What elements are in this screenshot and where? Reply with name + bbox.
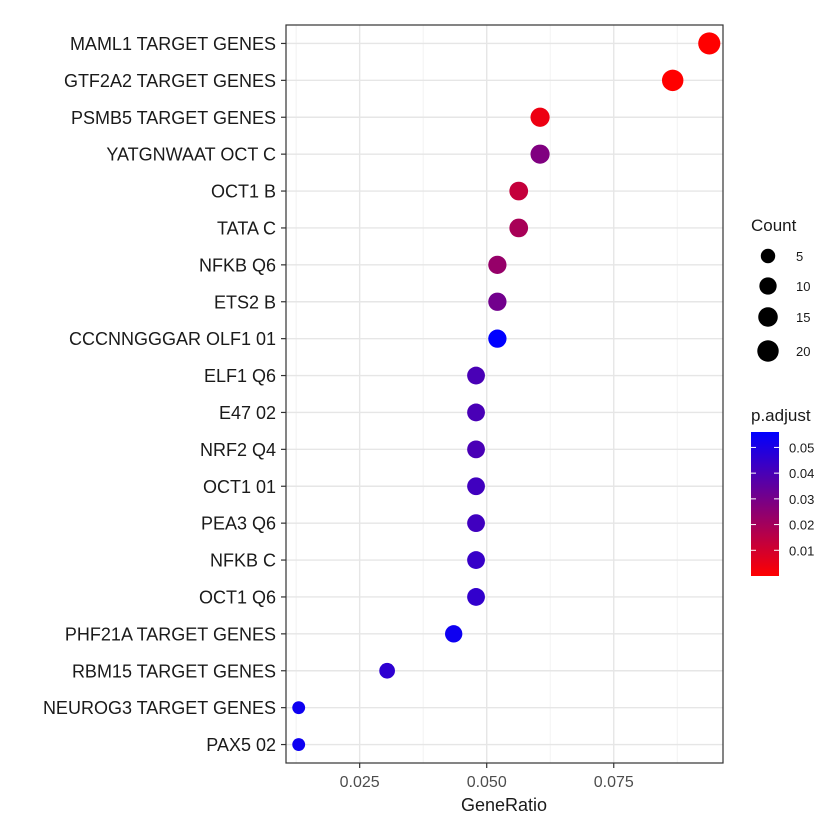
data-point (509, 181, 529, 201)
y-tick-label: GTF2A2 TARGET GENES (64, 71, 276, 91)
data-point (509, 218, 529, 238)
p-adjust-tick-label: 0.05 (789, 440, 814, 455)
data-point (488, 292, 507, 311)
count-legend-label: 10 (796, 279, 810, 294)
y-tick-label: RBM15 TARGET GENES (72, 661, 276, 681)
p-adjust-legend: p.adjust 0.01 0.02 0.03 0.04 0.05 (751, 406, 814, 576)
data-point (467, 514, 485, 533)
y-tick-label: NEUROG3 TARGET GENES (43, 698, 276, 718)
count-legend-label: 20 (796, 344, 810, 359)
count-legend-label: 15 (796, 310, 810, 325)
data-point (530, 107, 550, 127)
data-point (467, 440, 485, 459)
p-adjust-tick-label: 0.01 (789, 543, 814, 558)
count-legend-title: Count (751, 216, 797, 235)
data-point (488, 255, 507, 274)
data-point (467, 588, 485, 606)
x-tick-label: 0.050 (467, 774, 507, 791)
y-tick-label: YATGNWAAT OCT C (106, 145, 276, 165)
data-points (292, 32, 721, 751)
data-point (661, 69, 684, 92)
data-point (292, 738, 306, 751)
p-adjust-legend-title: p.adjust (751, 406, 811, 425)
y-tick-label: NFKB Q6 (199, 255, 276, 275)
plot-panel (286, 25, 723, 763)
y-tick-label: ETS2 B (214, 292, 276, 312)
y-tick-label: OCT1 01 (203, 477, 276, 497)
plot-border (285, 24, 724, 764)
y-tick-label: E47 02 (219, 403, 276, 423)
x-axis: 0.025 0.050 0.075 (340, 763, 634, 791)
count-legend-key (757, 340, 779, 362)
y-axis: MAML1 TARGET GENES GTF2A2 TARGET GENES PSM… (43, 34, 286, 755)
count-legend-key (759, 277, 777, 295)
y-tick-label: PSMB5 TARGET GENES (71, 108, 276, 128)
y-tick-label: PAX5 02 (206, 735, 276, 755)
data-point (698, 32, 721, 55)
data-point (467, 477, 485, 496)
x-axis-title: GeneRatio (461, 795, 547, 815)
y-tick-label: PHF21A TARGET GENES (65, 624, 276, 644)
p-adjust-tick-label: 0.04 (789, 466, 814, 481)
p-adjust-tick-label: 0.02 (789, 518, 814, 533)
data-point (467, 551, 485, 569)
count-legend: Count 5 10 15 20 (751, 216, 810, 362)
y-tick-label: CCCNNGGGAR OLF1 01 (69, 329, 276, 349)
p-adjust-tick-label: 0.03 (789, 492, 814, 507)
count-legend-key (758, 307, 778, 327)
y-tick-label: ELF1 Q6 (204, 366, 276, 386)
y-tick-label: NRF2 Q4 (200, 440, 276, 460)
y-tick-label: TATA C (217, 218, 276, 238)
data-point (467, 403, 485, 422)
p-adjust-colorbar (751, 432, 779, 576)
data-point (530, 144, 550, 164)
y-tick-label: PEA3 Q6 (201, 514, 276, 534)
data-point (445, 625, 463, 643)
count-legend-key (760, 248, 776, 264)
data-point (467, 366, 485, 385)
data-point (488, 329, 507, 348)
y-tick-label: MAML1 TARGET GENES (70, 34, 276, 54)
data-point (379, 662, 395, 679)
data-point (292, 701, 306, 715)
x-tick-label: 0.075 (594, 774, 634, 791)
count-legend-label: 5 (796, 249, 803, 264)
x-tick-label: 0.025 (340, 774, 380, 791)
y-tick-label: OCT1 B (211, 182, 276, 202)
y-tick-label: NFKB C (210, 551, 276, 571)
y-tick-label: OCT1 Q6 (199, 587, 276, 607)
